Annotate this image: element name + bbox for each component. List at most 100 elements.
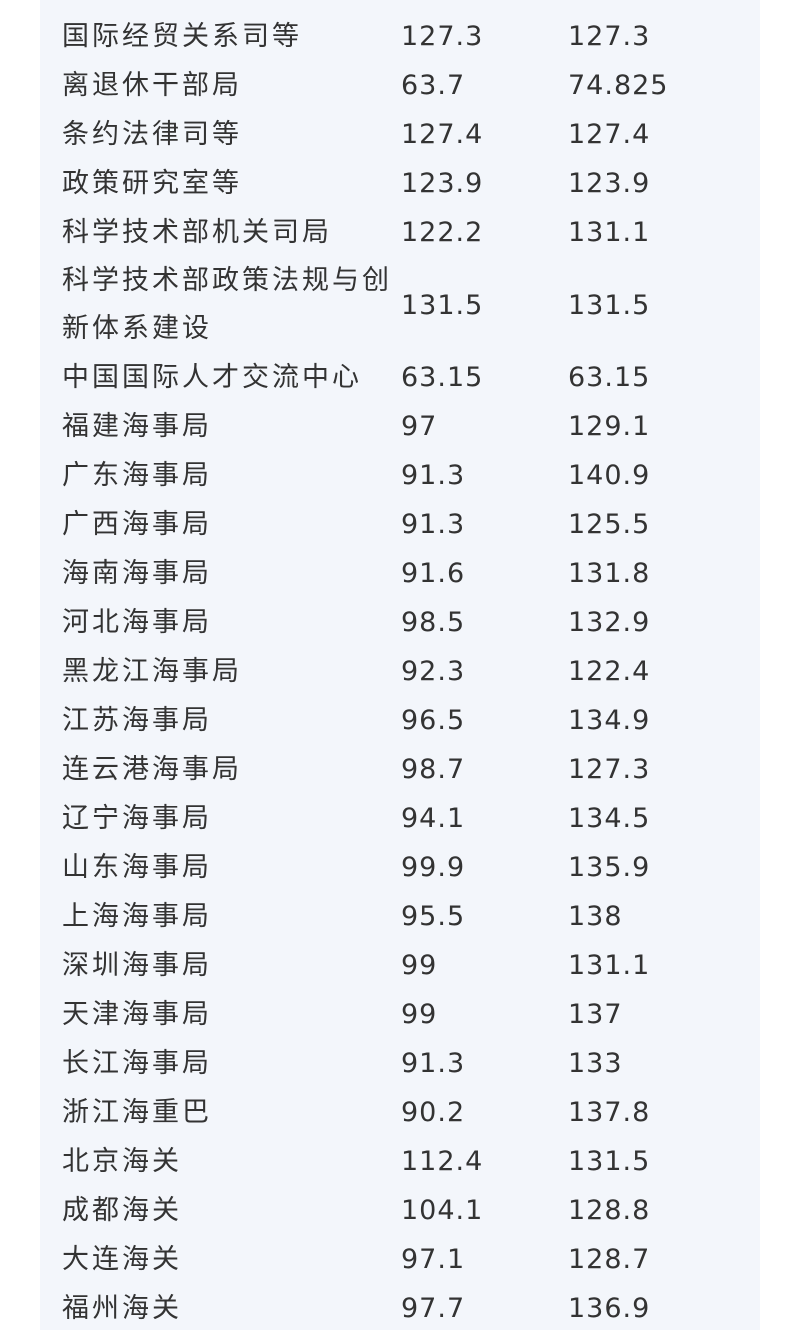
score-b: 63.15 (568, 362, 651, 393)
score-a: 90.2 (401, 1097, 466, 1128)
unit-name: 辽宁海事局 (62, 802, 212, 834)
unit-name: 条约法律司等 (62, 118, 242, 150)
score-a: 98.7 (401, 754, 466, 785)
table-row: 黑龙江海事局 92.3 122.4 (40, 647, 760, 696)
score-b: 131.5 (568, 289, 651, 321)
table-row: 浙江海重巴 90.2 137.8 (40, 1088, 760, 1137)
score-b: 134.5 (568, 803, 651, 834)
unit-name: 山东海事局 (62, 851, 212, 883)
unit-name: 连云港海事局 (62, 753, 242, 785)
score-a: 127.4 (401, 119, 484, 150)
score-a: 97 (401, 411, 438, 442)
unit-name: 上海海事局 (62, 900, 212, 932)
table-panel: 国际经贸关系司等 127.3 127.3 离退休干部局 63.7 74.825 条约法律司等… (40, 0, 760, 1330)
unit-name: 科学技术部机关司局 (62, 216, 332, 248)
score-b: 132.9 (568, 607, 651, 638)
table-row: 国际经贸关系司等 127.3 127.3 (40, 12, 760, 61)
table-row: 深圳海事局 99 131.1 (40, 941, 760, 990)
unit-name: 黑龙江海事局 (62, 655, 242, 687)
score-a: 94.1 (401, 803, 466, 834)
unit-name: 福建海事局 (62, 410, 212, 442)
score-b: 138 (568, 901, 623, 932)
score-b: 125.5 (568, 509, 651, 540)
score-b: 133 (568, 1048, 623, 1079)
score-b: 137.8 (568, 1097, 651, 1128)
score-a: 112.4 (401, 1146, 484, 1177)
score-a: 63.15 (401, 362, 484, 393)
unit-name: 深圳海事局 (62, 949, 212, 981)
score-a: 99.9 (401, 852, 466, 883)
table-row: 广东海事局 91.3 140.9 (40, 451, 760, 500)
table-row: 北京海关 112.4 131.5 (40, 1137, 760, 1186)
score-a: 122.2 (401, 217, 484, 248)
table-row: 海南海事局 91.6 131.8 (40, 549, 760, 598)
table-row: 成都海关 104.1 128.8 (40, 1186, 760, 1235)
score-b: 131.1 (568, 217, 651, 248)
table-row: 河北海事局 98.5 132.9 (40, 598, 760, 647)
score-a: 96.5 (401, 705, 466, 736)
unit-name: 成都海关 (62, 1194, 182, 1226)
score-b: 135.9 (568, 852, 651, 883)
score-b: 128.7 (568, 1244, 651, 1275)
score-b: 122.4 (568, 656, 651, 687)
score-a: 91.3 (401, 460, 466, 491)
unit-name: 广东海事局 (62, 459, 212, 491)
table-row: 辽宁海事局 94.1 134.5 (40, 794, 760, 843)
score-a: 99 (401, 999, 438, 1030)
score-a: 131.5 (401, 289, 484, 321)
score-a: 95.5 (401, 901, 466, 932)
score-b: 128.8 (568, 1195, 651, 1226)
table-row: 连云港海事局 98.7 127.3 (40, 745, 760, 794)
score-b: 127.4 (568, 119, 651, 150)
unit-name: 离退休干部局 (62, 69, 242, 101)
table-row: 江苏海事局 96.5 134.9 (40, 696, 760, 745)
unit-name: 浙江海重巴 (62, 1096, 212, 1128)
score-b: 131.8 (568, 558, 651, 589)
unit-name: 广西海事局 (62, 508, 212, 540)
table-row: 大连海关 97.1 128.7 (40, 1235, 760, 1284)
score-b: 131.1 (568, 950, 651, 981)
score-table: 国际经贸关系司等 127.3 127.3 离退休干部局 63.7 74.825 条约法律司等… (40, 12, 760, 1333)
table-row: 长江海事局 91.3 133 (40, 1039, 760, 1088)
table-row: 离退休干部局 63.7 74.825 (40, 61, 760, 110)
score-b: 74.825 (568, 70, 669, 101)
score-a: 104.1 (401, 1195, 484, 1226)
score-a: 127.3 (401, 21, 484, 52)
score-a: 91.3 (401, 509, 466, 540)
score-b: 140.9 (568, 460, 651, 491)
score-b: 131.5 (568, 1146, 651, 1177)
score-a: 123.9 (401, 168, 484, 199)
table-row: 政策研究室等 123.9 123.9 (40, 159, 760, 208)
score-a: 91.3 (401, 1048, 466, 1079)
table-row: 山东海事局 99.9 135.9 (40, 843, 760, 892)
unit-name: 北京海关 (62, 1145, 182, 1177)
score-a: 63.7 (401, 70, 466, 101)
score-a: 91.6 (401, 558, 466, 589)
score-b: 123.9 (568, 168, 651, 199)
score-a: 92.3 (401, 656, 466, 687)
unit-name: 福州海关 (62, 1292, 182, 1324)
table-row: 科学技术部机关司局 122.2 131.1 (40, 208, 760, 257)
score-a: 98.5 (401, 607, 466, 638)
score-b: 129.1 (568, 411, 651, 442)
unit-name: 河北海事局 (62, 606, 212, 638)
unit-name: 江苏海事局 (62, 704, 212, 736)
unit-name: 海南海事局 (62, 557, 212, 589)
score-b: 134.9 (568, 705, 651, 736)
unit-name: 大连海关 (62, 1243, 182, 1275)
score-b: 127.3 (568, 21, 651, 52)
unit-name: 政策研究室等 (62, 167, 242, 199)
score-a: 97.7 (401, 1293, 466, 1324)
table-row: 中国国际人才交流中心 63.15 63.15 (40, 353, 760, 402)
score-b: 136.9 (568, 1293, 651, 1324)
unit-name: 科学技术部政策法规与创新体系建设 (62, 265, 392, 344)
unit-name: 天津海事局 (62, 998, 212, 1030)
score-b: 137 (568, 999, 623, 1030)
unit-name: 中国国际人才交流中心 (62, 361, 362, 393)
score-a: 97.1 (401, 1244, 466, 1275)
score-b: 127.3 (568, 754, 651, 785)
unit-name: 长江海事局 (62, 1047, 212, 1079)
table-row: 条约法律司等 127.4 127.4 (40, 110, 760, 159)
table-row: 科学技术部政策法规与创新体系建设 131.5 131.5 (40, 257, 760, 353)
table-row: 上海海事局 95.5 138 (40, 892, 760, 941)
